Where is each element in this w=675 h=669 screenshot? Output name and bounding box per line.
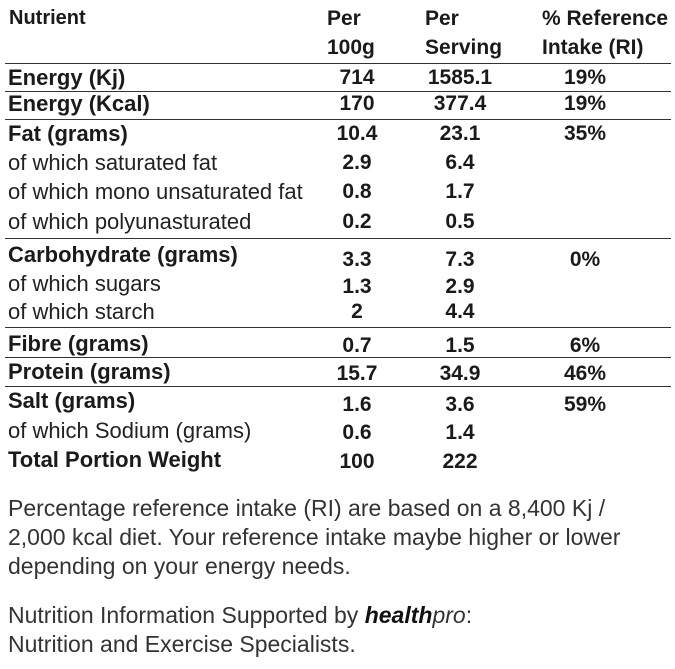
nutrient-name: Energy (Kj): [8, 65, 126, 90]
value-ri: 6%: [569, 334, 601, 357]
value-per-serving: 2.9: [445, 275, 475, 298]
nutrient-name: of which saturated fat: [8, 150, 218, 175]
table-row-total-portion-weight: Total Portion Weight 100 222: [0, 445, 675, 474]
value-per-serving: 377.4: [433, 92, 487, 115]
value-ri: 19%: [563, 66, 607, 89]
value-per-serving: 1.7: [445, 180, 475, 203]
value-per-100g: 714: [339, 66, 375, 89]
healthpro-logo: healthpro: [365, 602, 466, 628]
nutrient-name: Protein (grams): [8, 359, 171, 384]
header-per-100g: Per 100g: [327, 4, 375, 62]
value-per-serving: 1585.1: [427, 66, 493, 89]
value-ri: 59%: [563, 393, 607, 416]
nutrient-name: of which Sodium (grams): [8, 418, 252, 443]
nutrient-name: of which mono unsaturated fat: [8, 179, 303, 204]
value-ri: 46%: [563, 362, 607, 385]
value-per-100g: 0.2: [342, 210, 372, 233]
table-row-mono-unsaturated-fat: of which mono unsaturated fat 0.8 1.7: [0, 177, 675, 206]
header-per-100g-line2: 100g: [327, 36, 375, 59]
value-per-100g: 0.6: [342, 421, 372, 444]
table-row-carbohydrate: Carbohydrate (grams) 3.3 7.3 0%: [0, 240, 675, 271]
nutrient-name: Carbohydrate (grams): [8, 242, 238, 267]
divider: [5, 63, 671, 64]
nutrient-name: Total Portion Weight: [8, 447, 222, 472]
table-row-sugars: of which sugars 1.3 2.9: [0, 269, 675, 298]
supported-by-line2: Nutrition and Exercise Specialists.: [8, 631, 356, 657]
table-row-energy-kcal: Energy (Kcal) 170 377.4 19%: [0, 89, 675, 118]
value-per-serving: 1.4: [445, 421, 475, 444]
table-row-fibre: Fibre (grams) 0.7 1.5 6%: [0, 329, 675, 358]
table-row-polyunsaturated: of which polyunasturated 0.2 0.5: [0, 207, 675, 236]
header-reference-intake: % Reference Intake (RI): [542, 4, 668, 62]
value-per-100g: 1.3: [342, 275, 372, 298]
nutrient-name: Energy (Kcal): [8, 91, 150, 116]
divider: [5, 386, 671, 387]
divider: [5, 357, 671, 358]
nutrient-name: of which polyunasturated: [8, 209, 252, 234]
value-per-100g: 2: [351, 300, 363, 323]
divider: [5, 238, 671, 239]
value-per-serving: 6.4: [445, 151, 475, 174]
table-row-salt: Salt (grams) 1.6 3.6 59%: [0, 386, 675, 416]
supported-by-line1: Nutrition Information Supported by healt…: [8, 601, 658, 630]
divider: [5, 119, 671, 120]
nutrient-name: of which sugars: [8, 271, 161, 296]
value-ri: 0%: [569, 248, 601, 271]
supported-suffix: :: [465, 602, 473, 628]
nutrient-name: Fibre (grams): [8, 331, 149, 356]
value-per-100g: 2.9: [342, 151, 372, 174]
divider: [5, 327, 671, 328]
value-ri: 35%: [563, 122, 607, 145]
table-row-energy-kj: Energy (Kj) 714 1585.1 19%: [0, 63, 675, 92]
table-row-starch: of which starch 2 4.4: [0, 297, 675, 326]
value-per-100g: 1.6: [342, 393, 372, 416]
brand-italic: pro: [432, 602, 466, 628]
supported-by-note: Nutrition Information Supported by healt…: [8, 601, 658, 659]
header-ri-line2: Intake (RI): [542, 36, 644, 59]
header-per-100g-line1: Per: [327, 7, 361, 30]
header-per-serving-line1: Per: [425, 7, 459, 30]
value-per-serving: 3.6: [445, 393, 475, 416]
value-per-serving: 222: [442, 450, 478, 473]
value-per-serving: 7.3: [445, 248, 475, 271]
value-per-serving: 23.1: [439, 122, 481, 145]
brand-bold: health: [364, 602, 433, 628]
header-per-serving: Per Serving: [425, 4, 502, 62]
value-per-100g: 170: [339, 92, 375, 115]
table-row-sodium: of which Sodium (grams) 0.6 1.4: [0, 416, 675, 445]
divider: [5, 91, 671, 92]
value-per-serving: 4.4: [445, 300, 475, 323]
nutrient-name: Fat (grams): [8, 121, 128, 146]
header-nutrient: Nutrient: [9, 7, 86, 29]
table-row-protein: Protein (grams) 15.7 34.9 46%: [0, 357, 675, 386]
header-per-serving-line2: Serving: [425, 36, 503, 59]
value-per-100g: 15.7: [336, 362, 378, 385]
value-per-serving: 1.5: [445, 334, 475, 357]
nutrient-name: of which starch: [8, 299, 155, 324]
table-row-fat: Fat (grams) 10.4 23.1 35%: [0, 119, 675, 148]
nutrient-name: Salt (grams): [8, 388, 136, 413]
value-per-serving: 0.5: [445, 210, 475, 233]
reference-intake-note: Percentage reference intake (RI) are bas…: [8, 495, 621, 579]
value-per-100g: 10.4: [336, 122, 378, 145]
value-per-100g: 100: [339, 450, 375, 473]
value-per-serving: 34.9: [439, 362, 481, 385]
value-per-100g: 0.7: [342, 334, 372, 357]
value-ri: 19%: [563, 92, 607, 115]
supported-prefix: Nutrition Information Supported by: [8, 602, 365, 628]
value-per-100g: 3.3: [342, 248, 372, 271]
header-ri-line1: % Reference: [542, 7, 669, 30]
table-row-saturated-fat: of which saturated fat 2.9 6.4: [0, 148, 675, 177]
value-per-100g: 0.8: [342, 180, 372, 203]
